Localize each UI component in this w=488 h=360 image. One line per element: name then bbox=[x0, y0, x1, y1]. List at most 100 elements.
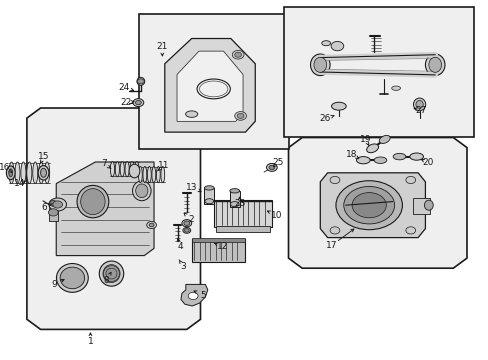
Bar bbox=[204, 188, 214, 204]
Polygon shape bbox=[288, 138, 466, 268]
Text: 24: 24 bbox=[118, 83, 129, 91]
Circle shape bbox=[48, 209, 58, 216]
Circle shape bbox=[329, 227, 339, 234]
Circle shape bbox=[133, 99, 143, 107]
Circle shape bbox=[146, 221, 156, 229]
Bar bbox=[283, 7, 473, 137]
Ellipse shape bbox=[120, 162, 124, 177]
Bar bbox=[412, 198, 429, 214]
Ellipse shape bbox=[391, 86, 400, 90]
Ellipse shape bbox=[77, 185, 108, 218]
Text: 1: 1 bbox=[87, 338, 93, 346]
Circle shape bbox=[405, 176, 415, 184]
Bar bbox=[191, 238, 245, 242]
Ellipse shape bbox=[39, 162, 43, 184]
Ellipse shape bbox=[130, 162, 134, 177]
Ellipse shape bbox=[27, 162, 32, 184]
Text: 11: 11 bbox=[158, 161, 169, 170]
Text: 15: 15 bbox=[38, 152, 50, 161]
Ellipse shape bbox=[15, 162, 20, 184]
Circle shape bbox=[234, 52, 241, 57]
Ellipse shape bbox=[424, 200, 432, 210]
Ellipse shape bbox=[135, 184, 148, 198]
Ellipse shape bbox=[9, 169, 13, 177]
Text: 2: 2 bbox=[187, 215, 193, 224]
Circle shape bbox=[237, 113, 244, 118]
Ellipse shape bbox=[331, 102, 346, 110]
Circle shape bbox=[135, 100, 141, 105]
Circle shape bbox=[405, 227, 415, 234]
Polygon shape bbox=[27, 108, 200, 329]
Ellipse shape bbox=[409, 153, 423, 160]
Text: 3: 3 bbox=[180, 262, 186, 271]
Ellipse shape bbox=[204, 199, 213, 204]
Ellipse shape bbox=[425, 54, 444, 76]
Circle shape bbox=[188, 292, 198, 300]
Text: 19: 19 bbox=[359, 135, 371, 144]
Ellipse shape bbox=[56, 264, 88, 292]
Text: 8: 8 bbox=[103, 276, 109, 284]
Ellipse shape bbox=[137, 77, 144, 85]
Circle shape bbox=[49, 201, 57, 206]
Ellipse shape bbox=[129, 164, 140, 178]
Ellipse shape bbox=[115, 162, 119, 177]
Ellipse shape bbox=[6, 166, 15, 180]
Circle shape bbox=[329, 176, 339, 184]
Ellipse shape bbox=[412, 98, 425, 111]
Polygon shape bbox=[56, 162, 154, 256]
Ellipse shape bbox=[142, 166, 146, 183]
Circle shape bbox=[183, 221, 189, 225]
Ellipse shape bbox=[373, 157, 386, 163]
Text: 7: 7 bbox=[101, 159, 107, 168]
Ellipse shape bbox=[125, 162, 129, 177]
Ellipse shape bbox=[44, 162, 50, 184]
Bar bbox=[229, 191, 239, 207]
Ellipse shape bbox=[392, 153, 405, 160]
Circle shape bbox=[330, 41, 343, 51]
Ellipse shape bbox=[138, 166, 142, 183]
Text: 20: 20 bbox=[422, 158, 433, 167]
Circle shape bbox=[268, 165, 274, 170]
Ellipse shape bbox=[313, 57, 326, 72]
Ellipse shape bbox=[102, 265, 120, 283]
Circle shape bbox=[184, 229, 189, 232]
Text: 27: 27 bbox=[415, 107, 427, 115]
Text: 21: 21 bbox=[156, 42, 168, 51]
Circle shape bbox=[53, 201, 62, 208]
Text: 22: 22 bbox=[120, 98, 132, 107]
Circle shape bbox=[266, 163, 277, 171]
Circle shape bbox=[137, 79, 144, 84]
Circle shape bbox=[49, 198, 66, 211]
Bar bbox=[191, 239, 245, 262]
Bar bbox=[216, 226, 269, 232]
Polygon shape bbox=[164, 39, 255, 132]
Circle shape bbox=[232, 50, 244, 59]
Ellipse shape bbox=[135, 162, 139, 177]
Ellipse shape bbox=[156, 166, 160, 183]
Ellipse shape bbox=[321, 41, 330, 46]
Ellipse shape bbox=[204, 186, 214, 190]
Text: 23: 23 bbox=[233, 199, 245, 208]
Bar bbox=[49, 202, 58, 221]
Text: 5: 5 bbox=[200, 291, 205, 300]
Text: 10: 10 bbox=[270, 211, 282, 220]
Circle shape bbox=[351, 193, 386, 218]
Text: 18: 18 bbox=[346, 150, 357, 158]
Ellipse shape bbox=[379, 135, 389, 143]
Text: 4: 4 bbox=[177, 242, 183, 251]
Ellipse shape bbox=[81, 189, 105, 215]
Ellipse shape bbox=[110, 162, 114, 177]
Circle shape bbox=[343, 186, 394, 224]
Text: 12: 12 bbox=[216, 242, 228, 251]
Polygon shape bbox=[177, 51, 243, 121]
Text: 17: 17 bbox=[325, 241, 337, 250]
Ellipse shape bbox=[428, 57, 441, 72]
Circle shape bbox=[182, 220, 191, 227]
Ellipse shape bbox=[38, 166, 49, 180]
Ellipse shape bbox=[229, 189, 239, 193]
Circle shape bbox=[183, 228, 190, 233]
Text: 13: 13 bbox=[186, 183, 198, 192]
Ellipse shape bbox=[366, 144, 378, 153]
Text: 16: 16 bbox=[0, 163, 11, 172]
Text: 14: 14 bbox=[14, 179, 25, 188]
